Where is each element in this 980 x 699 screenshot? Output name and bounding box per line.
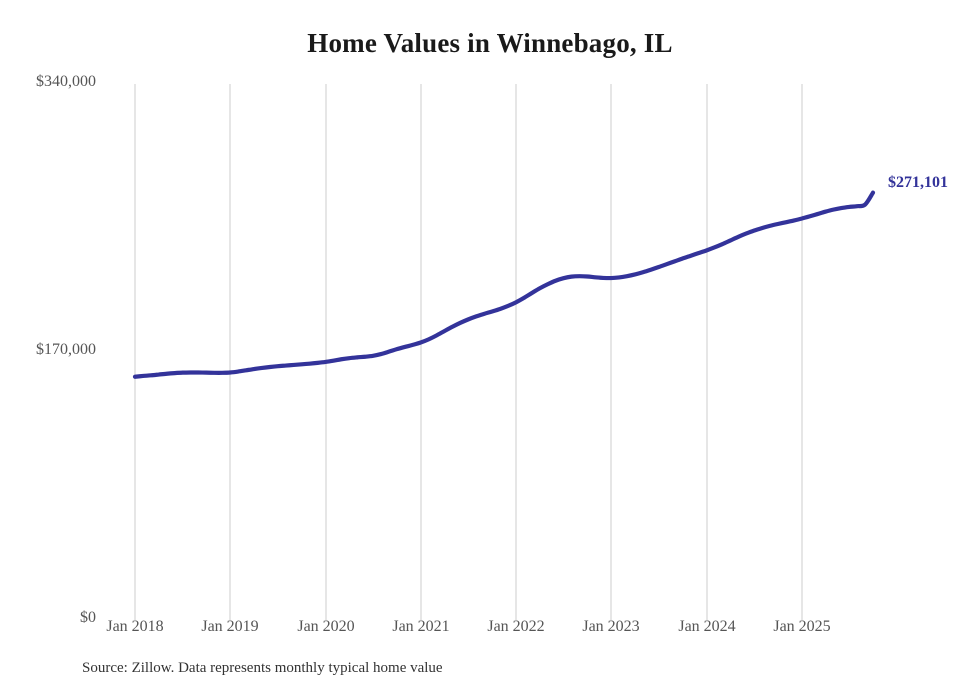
y-tick-label-0: $340,000: [36, 73, 96, 90]
end-value-annotation: $271,101: [888, 174, 948, 191]
x-tick-label-2021-01: Jan 2021: [392, 618, 450, 635]
x-tick-label-2024-01: Jan 2024: [678, 618, 736, 635]
gridlines: [134, 84, 803, 620]
source-note: Source: Zillow. Data represents monthly …: [82, 660, 443, 676]
x-tick-label-2020-01: Jan 2020: [297, 618, 355, 635]
x-tick-label-2022-01: Jan 2022: [487, 618, 545, 635]
x-axis: Jan 2018 Jan 2019 Jan 2020 Jan 2021 Jan 2022…: [0, 618, 980, 648]
y-tick-label-2: $0: [80, 609, 96, 626]
x-tick-label-2025-01: Jan 2025: [773, 618, 831, 635]
y-axis: $340,000 $170,000 $0: [0, 0, 96, 699]
home-value-line: [132, 190, 876, 379]
x-tick-label-2019-01: Jan 2019: [201, 618, 259, 635]
page-title: Home Values in Winnebago, IL: [307, 28, 673, 58]
y-tick-label-1: $170,000: [36, 341, 96, 358]
x-tick-label-2023-01: Jan 2023: [582, 618, 640, 635]
x-tick-label-2018-01: Jan 2018: [106, 618, 164, 635]
